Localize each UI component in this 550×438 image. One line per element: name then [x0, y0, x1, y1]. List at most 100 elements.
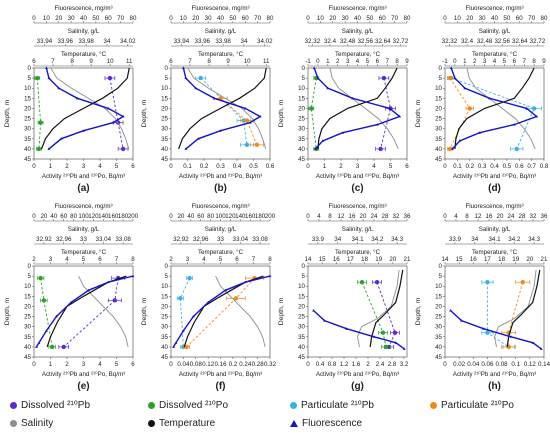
bottom-axis-tick-label: 0.8: [540, 163, 549, 170]
top-axis-tick-label: 7: [51, 58, 55, 65]
top-axis-title: Temperature, °C: [61, 249, 107, 256]
depth-tick-label: 25: [298, 116, 305, 123]
depth-tick-label: 10: [298, 283, 305, 290]
depth-tick-label: 5: [28, 75, 32, 82]
legend-marker-dissolved-pb: [10, 402, 17, 409]
top-axis-tick-label: 0: [169, 15, 173, 22]
top-axis-tick-label: 2: [336, 58, 340, 65]
legend: Dissolved ²¹⁰Pb Dissolved ²¹⁰Po Particul…: [0, 396, 550, 438]
depth-tick-label: 15: [24, 293, 31, 300]
bottom-axis-tick-label: 0: [169, 361, 173, 368]
data-point-dissolved-210po: [35, 75, 40, 81]
top-axis-title: Temperature, °C: [198, 249, 244, 256]
top-axis-tick-label: 6: [376, 58, 380, 65]
data-point-particulate-210pb: [531, 106, 537, 111]
top-axis-tick-label: 4: [65, 256, 69, 263]
top-axis-tick-label: 0: [316, 58, 320, 65]
depth-tick-label: 5: [302, 273, 306, 280]
top-axis-tick-label: 16: [349, 213, 356, 220]
top-axis-tick-label: 34.02: [120, 38, 136, 45]
top-axis-tick-label: 180: [255, 213, 266, 220]
top-axis-tick-label: 120: [225, 213, 236, 220]
top-axis-tick-label: 3: [186, 256, 190, 263]
legend-marker-particulate-po: [430, 402, 437, 409]
series-line-fluorescence: [35, 275, 134, 348]
data-point-particulate-210po: [244, 118, 250, 123]
depth-tick-label: 20: [435, 105, 442, 112]
depth-tick-label: 40: [24, 146, 31, 153]
panel-label: (a): [77, 183, 89, 194]
depth-tick-label: 35: [161, 334, 168, 341]
top-axis-tick-label: 20: [389, 256, 396, 263]
top-axis-tick-label: 180: [118, 213, 129, 220]
top-axis-tick-label: 8: [465, 213, 469, 220]
top-axis-tick-label: 32.72: [530, 38, 546, 45]
depth-tick-label: 40: [298, 344, 305, 351]
depth-axis-title: Depth, m: [278, 297, 285, 325]
depth-tick-label: 25: [24, 314, 31, 321]
depth-tick-label: 40: [24, 344, 31, 351]
depth-tick-label: 30: [161, 126, 168, 133]
top-axis-tick-label: 34.1: [351, 236, 364, 243]
top-axis-tick-label: 0: [32, 15, 36, 22]
data-point-fluorescence: [106, 106, 110, 110]
data-point-fluorescence: [394, 341, 398, 344]
panel-3: Fluorescence, mg/m³0 10 20 30 40 50 60 70 80Sali…: [278, 5, 411, 194]
top-axis-tick-label: 2: [473, 58, 477, 65]
bottom-axis-tick-label: 3: [82, 163, 86, 170]
depth-tick-label: 45: [435, 156, 442, 163]
depth-tick-label: 30: [161, 324, 168, 331]
bottom-axis-tick-label: 0.3: [478, 163, 487, 170]
top-axis-title: Fluorescence, mg/m³: [54, 5, 112, 12]
data-point-fluorescence: [398, 115, 401, 118]
top-axis-tick-label: 32: [530, 213, 537, 220]
depth-tick-label: 0: [439, 65, 443, 72]
top-axis-tick-label: 4: [493, 58, 497, 65]
top-axis-tick-label: 1: [463, 58, 467, 65]
top-axis-tick-label: 20: [177, 213, 184, 220]
top-axis-tick-label: 34: [471, 236, 478, 243]
bottom-axis-tick-label: 0.4: [316, 361, 325, 368]
bottom-axis-tick-label: 5: [389, 163, 393, 170]
depth-tick-label: 5: [28, 273, 32, 280]
top-axis-tick-label: 70: [528, 15, 535, 22]
data-point-fluorescence: [478, 131, 482, 134]
data-point-dissolved-210po: [309, 106, 314, 111]
series-line-temperature: [317, 67, 398, 149]
legend-marker-salinity: [10, 420, 17, 427]
top-axis-tick-label: 20: [192, 15, 199, 22]
bottom-axis-title: Activity ²¹⁰Pb and ²¹⁰Po, Bq/m³: [453, 371, 536, 378]
data-point-fluorescence: [531, 341, 535, 344]
top-axis-tick-label: 40: [217, 15, 224, 22]
top-axis-tick-label: 33.94: [174, 38, 190, 45]
top-axis-tick-label: 14: [305, 256, 312, 263]
bottom-axis-tick-label: 1.2: [340, 361, 349, 368]
data-point-fluorescence: [47, 76, 51, 80]
bottom-axis-title: Activity ²¹⁰Pb and ²¹⁰Po, Bq/m³: [453, 173, 536, 180]
data-point-fluorescence: [121, 115, 125, 118]
series-line-salinity: [494, 269, 537, 347]
legend-marker-fluorescence: [290, 420, 298, 427]
top-axis-tick-label: 200: [128, 213, 139, 220]
bottom-axis-tick-label: 0.06: [481, 361, 494, 368]
plot-frame: [307, 265, 408, 358]
top-axis-tick-label: 7: [522, 58, 526, 65]
depth-tick-label: 15: [298, 293, 305, 300]
depth-tick-label: 0: [28, 65, 32, 72]
top-axis-title: Salinity, g/L: [342, 28, 374, 35]
data-point-fluorescence: [351, 96, 354, 100]
top-axis-tick-label: 32.48: [340, 38, 356, 45]
data-point-fluorescence: [463, 86, 467, 90]
bottom-axis-tick-label: 0.1: [453, 163, 462, 170]
series-line-salinity: [466, 67, 536, 150]
legend-label-particulate-pb: Particulate ²¹⁰Pb: [301, 400, 374, 411]
top-axis-tick-label: 32.32: [442, 38, 458, 45]
panel-label: (h): [488, 381, 501, 392]
bottom-axis-tick-label: 1.6: [352, 361, 361, 368]
depth-tick-label: 5: [439, 273, 443, 280]
depth-tick-label: 45: [24, 156, 31, 163]
series-line-temperature: [178, 67, 267, 150]
top-axis-tick-label: 32.56: [494, 38, 510, 45]
top-axis-tick-label: 28: [382, 213, 389, 220]
top-axis-tick-label: 6: [513, 58, 517, 65]
